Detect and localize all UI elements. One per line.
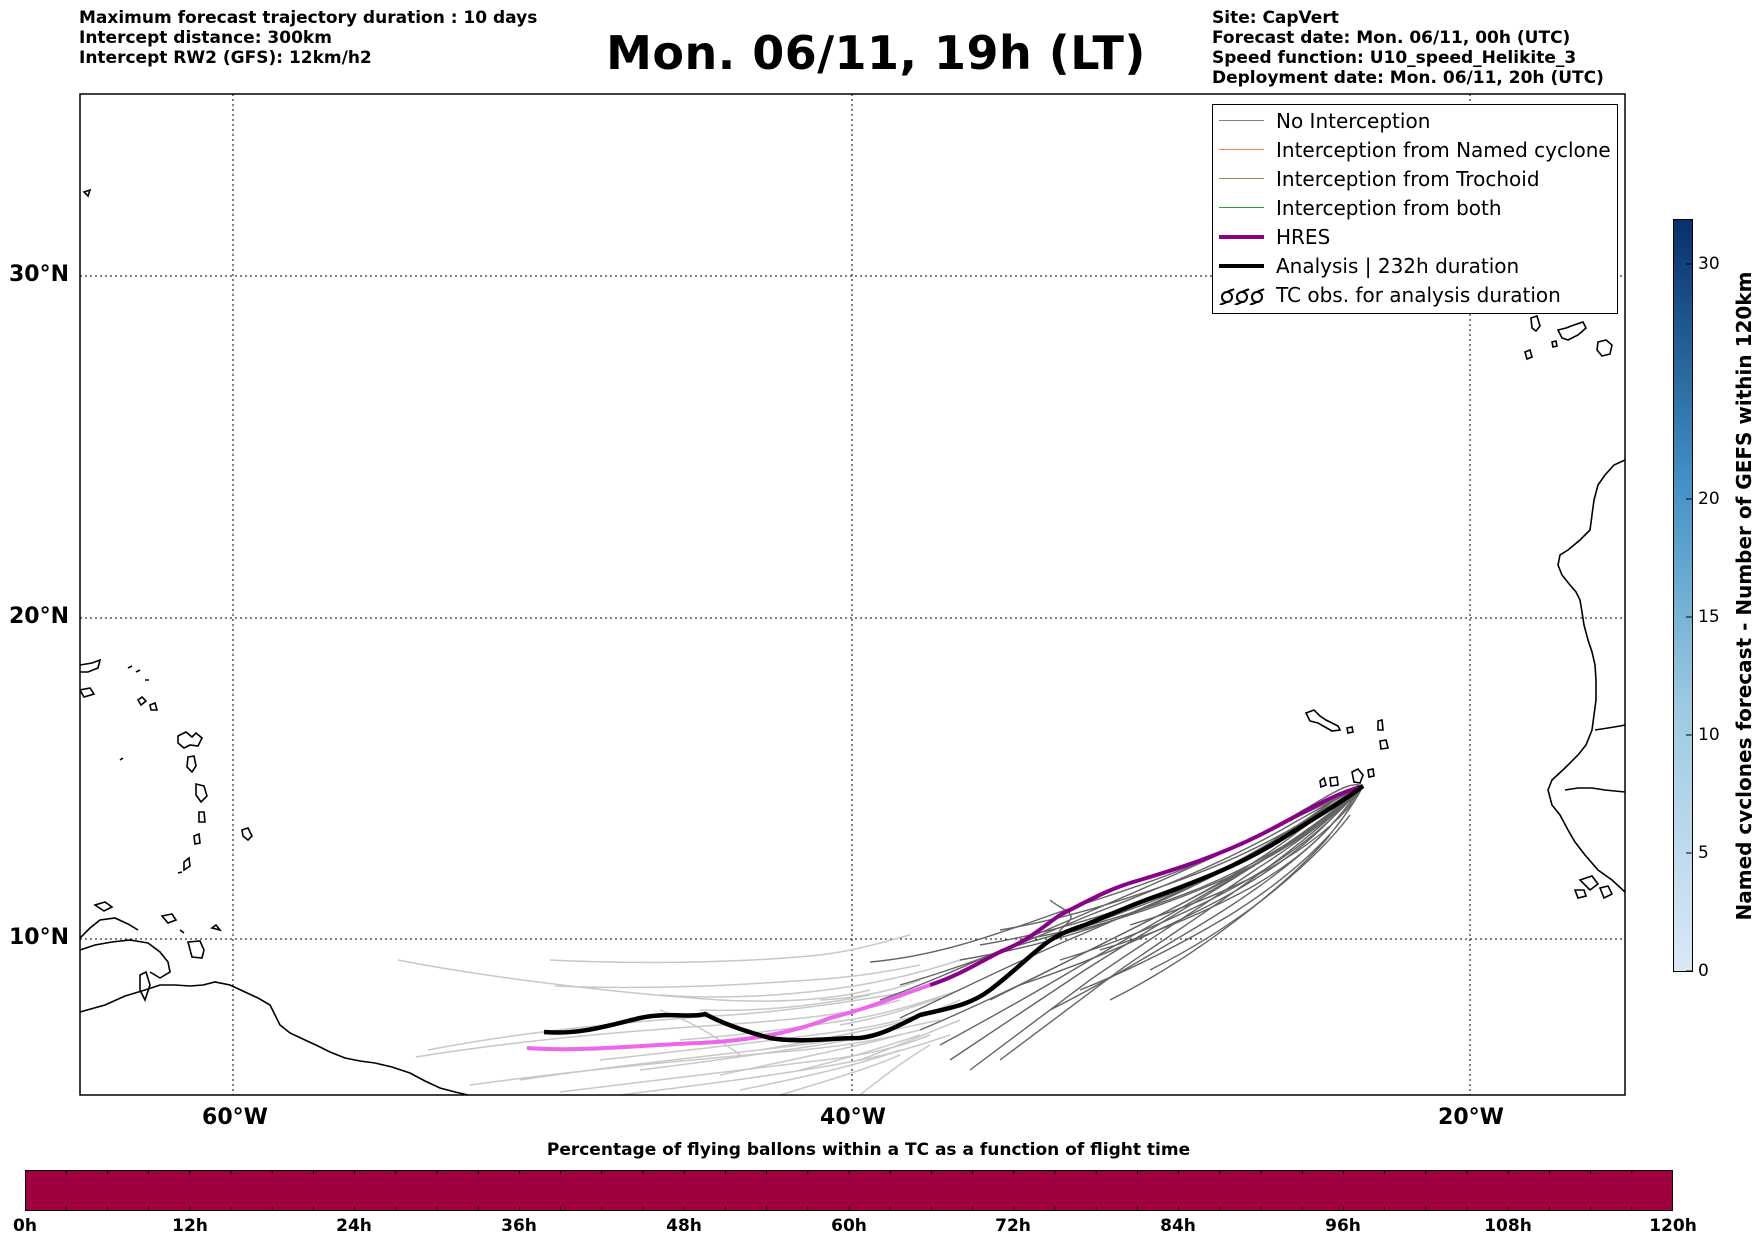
time-tick-120h: 120h	[1649, 1216, 1697, 1236]
hres-trajectory-magenta	[929, 784, 1364, 987]
forecast-date: Forecast date: Mon. 06/11, 00h (UTC)	[1212, 28, 1571, 48]
map-border	[79, 93, 1626, 1096]
south-america-coast	[80, 981, 469, 1095]
legend-item-analysis: Analysis | 232h duration	[1213, 253, 1617, 279]
cyclone-tick-0: 0	[1698, 961, 1709, 981]
st-vincent	[193, 832, 201, 845]
time-tick-60h: 60h	[831, 1216, 867, 1236]
canaries-1	[1530, 314, 1541, 333]
cape-verde-5	[1319, 776, 1327, 789]
cape-verde-1	[1304, 709, 1342, 732]
forecast-parameters: Maximum forecast trajectory duration : 1…	[79, 8, 537, 68]
ensemble-trajectories-dark	[869, 784, 1364, 1071]
site-info: Site: CapVert Forecast date: Mon. 06/11,…	[1212, 8, 1604, 88]
legend-swatch-trochoid	[1219, 178, 1264, 179]
cape-verde-4	[1379, 739, 1389, 750]
canaries-3	[1596, 339, 1613, 357]
martinique	[195, 782, 208, 804]
time-tick-96h: 96h	[1325, 1216, 1361, 1236]
time-tick-84h: 84h	[1160, 1216, 1196, 1236]
time-tick-72h: 72h	[995, 1216, 1031, 1236]
canaries-4	[1524, 348, 1533, 361]
leeward-1	[136, 695, 148, 707]
dominica	[186, 755, 197, 774]
lon-label-60w: 60°W	[202, 1105, 268, 1130]
lat-label-30n: 30°N	[9, 262, 70, 287]
page-title: Mon. 06/11, 19h (LT)	[606, 26, 1146, 80]
cyclone-tick-30: 30	[1698, 254, 1720, 274]
puerto-rico	[80, 687, 96, 698]
legend-item-no-interception: No Interception	[1213, 108, 1617, 134]
africa-coast	[1547, 459, 1625, 893]
param-intercept-rw2: Intercept RW2 (GFS): 12km/h2	[79, 48, 372, 68]
leeward-2	[149, 701, 159, 711]
cyclone-tick-10: 10	[1698, 725, 1720, 745]
bijagos	[1573, 875, 1614, 900]
legend-item-tc-obs: TC obs. for analysis duration	[1213, 282, 1617, 308]
st-lucia	[198, 811, 206, 823]
cyclone-colorbar-label: Named cyclones forecast - Number of GEFS…	[1732, 271, 1752, 921]
time-tick-24h: 24h	[336, 1216, 372, 1236]
time-colorbar-title: Percentage of flying ballons within a TC…	[546, 1140, 1191, 1160]
lat-label-20n: 20°N	[9, 604, 70, 629]
legend-swatch-hres	[1219, 235, 1264, 239]
time-tick-12h: 12h	[172, 1216, 208, 1236]
legend-item-both: Interception from both	[1213, 195, 1617, 221]
coastlines	[80, 188, 1625, 1095]
canaries-5	[1551, 340, 1558, 348]
cyclone-tick-15: 15	[1698, 607, 1720, 627]
canaries-2	[1556, 321, 1587, 341]
small-islands	[119, 757, 185, 1003]
lon-label-20w: 20°W	[1438, 1105, 1504, 1130]
gambia-estuary	[1564, 787, 1625, 793]
cape-verde-3	[1377, 718, 1384, 731]
guadeloupe	[177, 731, 203, 749]
hispaniola-east	[80, 658, 102, 673]
time-tick-108h: 108h	[1484, 1216, 1532, 1236]
time-colorbar-ticks	[65, 1170, 1633, 1211]
cyclone-colorbar-gradient	[1674, 220, 1692, 971]
cyclone-colorbar	[1673, 219, 1693, 972]
legend-swatch-analysis	[1219, 264, 1264, 268]
cyclone-tick-20: 20	[1698, 489, 1720, 509]
ensemble-trajectories-light	[397, 934, 961, 1095]
curacao	[93, 901, 114, 912]
analysis-trajectory	[543, 784, 1365, 1043]
map-legend: No Interception Interception from Named …	[1212, 104, 1618, 314]
virgin-islands	[127, 665, 149, 681]
deployment-date: Deployment date: Mon. 06/11, 20h (UTC)	[1212, 68, 1604, 88]
param-duration: Maximum forecast trajectory duration : 1…	[79, 8, 538, 28]
lat-label-10n: 10°N	[9, 925, 70, 950]
legend-swatch-no-interception	[1219, 120, 1264, 121]
cyclone-symbols-icon	[1219, 288, 1265, 305]
time-tick-0h: 0h	[13, 1216, 37, 1236]
cape-verde-7	[1351, 768, 1364, 784]
lon-label-40w: 40°W	[820, 1105, 886, 1130]
param-intercept-distance: Intercept distance: 300km	[79, 28, 332, 48]
cyclone-tick-5: 5	[1698, 843, 1709, 863]
time-tick-48h: 48h	[666, 1216, 702, 1236]
barbados	[241, 827, 253, 842]
speed-function: Speed function: U10_speed_Helikite_3	[1212, 48, 1577, 68]
legend-item-hres: HRES	[1213, 224, 1617, 250]
cape-verde-2	[1346, 726, 1354, 734]
senegal-river	[1594, 724, 1625, 731]
legend-item-named-cyclone: Interception from Named cyclone	[1213, 137, 1617, 163]
time-tick-36h: 36h	[501, 1216, 537, 1236]
site-name: Site: CapVert	[1212, 8, 1339, 28]
legend-swatch-named-cyclone	[1219, 149, 1264, 150]
anguilla	[82, 188, 92, 198]
cape-verde-6	[1329, 776, 1339, 787]
legend-swatch-both	[1219, 207, 1264, 208]
trinidad	[186, 940, 205, 959]
lake-maracaibo	[80, 939, 171, 979]
legend-item-trochoid: Interception from Trochoid	[1213, 166, 1617, 192]
margarita	[160, 913, 178, 924]
cape-verde-8	[1367, 768, 1375, 778]
tobago	[210, 923, 223, 932]
guajira	[80, 917, 139, 939]
grenadines	[177, 856, 191, 874]
